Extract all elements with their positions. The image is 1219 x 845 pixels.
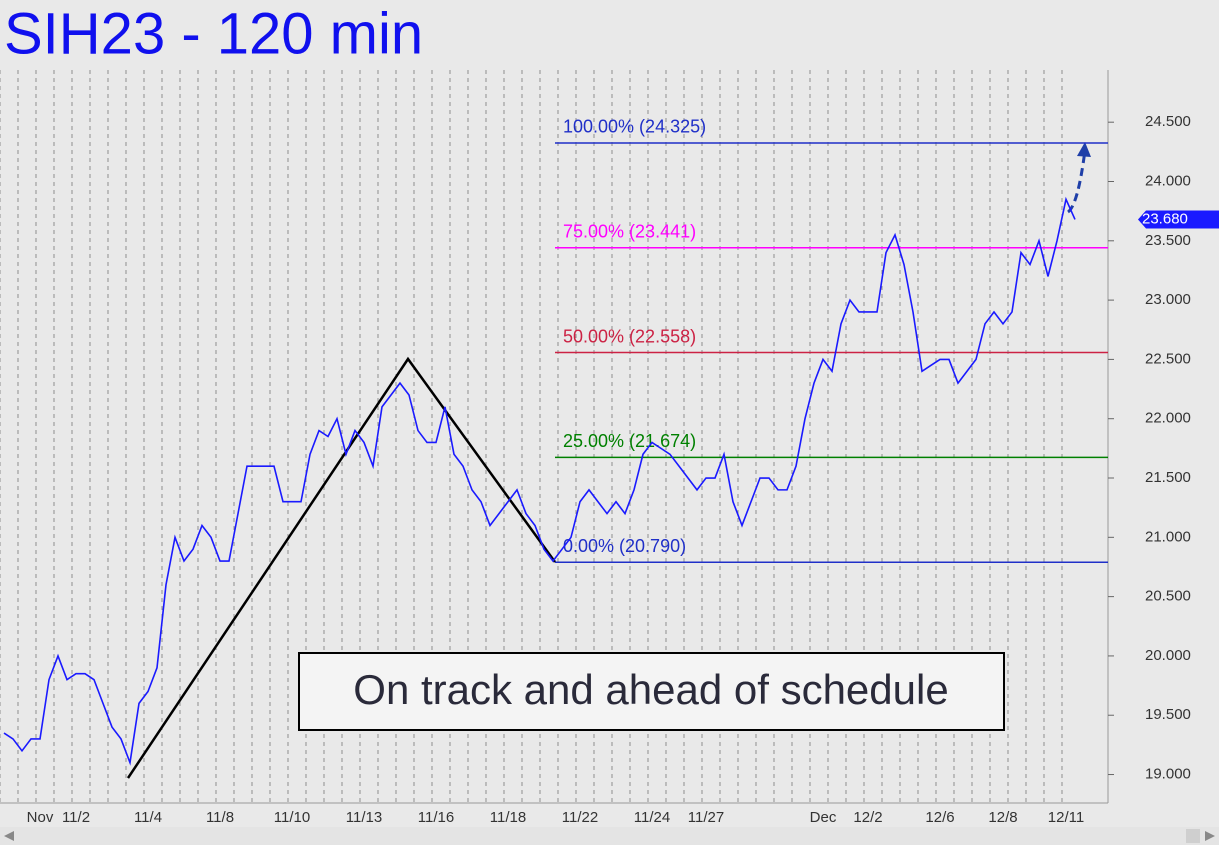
y-tick-label: 21.500 — [1145, 469, 1191, 486]
x-tick-label: 12/11 — [1048, 809, 1084, 826]
arrow-head — [1077, 142, 1091, 157]
x-tick-label: 11/10 — [274, 809, 310, 826]
y-tick-label: 23.000 — [1145, 291, 1191, 308]
x-tick-label: 11/18 — [490, 809, 526, 826]
fib-label: 100.00% (24.325) — [563, 117, 706, 137]
x-tick-label: 11/2 — [62, 809, 90, 826]
y-tick-label: 24.000 — [1145, 172, 1191, 189]
y-tick-label: 19.000 — [1145, 766, 1191, 783]
scrollbar[interactable] — [0, 827, 1219, 845]
projection-arrow — [1066, 149, 1087, 214]
price-line — [3, 196, 1076, 766]
y-tick-label: 23.500 — [1145, 232, 1191, 249]
x-tick-label: 12/2 — [853, 809, 882, 826]
x-tick-label: 11/4 — [134, 809, 162, 826]
y-tick-label: 22.000 — [1145, 410, 1191, 427]
y-tick-label: 20.500 — [1145, 588, 1191, 605]
y-tick-label: 21.000 — [1145, 528, 1191, 545]
x-tick-label: 11/8 — [206, 809, 234, 826]
x-tick-label: 11/13 — [346, 809, 382, 826]
caption: On track and ahead of schedule — [353, 666, 948, 713]
y-tick-label: 20.000 — [1145, 647, 1191, 664]
caption-box — [298, 652, 1005, 731]
x-tick-label: 11/16 — [418, 809, 454, 826]
x-tick-label: Dec — [810, 809, 837, 826]
x-tick-label: 11/24 — [634, 809, 670, 826]
chart-title: SIH23 - 120 min — [4, 1, 423, 66]
x-tick-label: 11/22 — [562, 809, 598, 826]
x-tick-label: 11/27 — [688, 809, 724, 826]
y-tick-label: 22.500 — [1145, 350, 1191, 367]
scroll-right[interactable] — [1205, 831, 1215, 841]
last-price-label: 23.680 — [1142, 210, 1188, 227]
fib-label: 50.00% (22.558) — [563, 326, 696, 346]
fib-label: 0.00% (20.790) — [563, 536, 686, 556]
last-price-tag — [1138, 210, 1219, 229]
y-tick-label: 19.500 — [1145, 706, 1191, 723]
y-tick-label: 24.500 — [1145, 113, 1191, 130]
fib-label: 25.00% (21.674) — [563, 431, 696, 451]
x-tick-label: 12/6 — [925, 809, 954, 826]
scroll-thumb[interactable] — [1186, 829, 1200, 843]
abc-pattern — [126, 356, 557, 779]
scroll-left[interactable] — [4, 831, 14, 841]
fib-label: 75.00% (23.441) — [563, 222, 696, 242]
x-tick-label: 12/8 — [988, 809, 1017, 826]
x-tick-label: Nov — [27, 809, 54, 826]
